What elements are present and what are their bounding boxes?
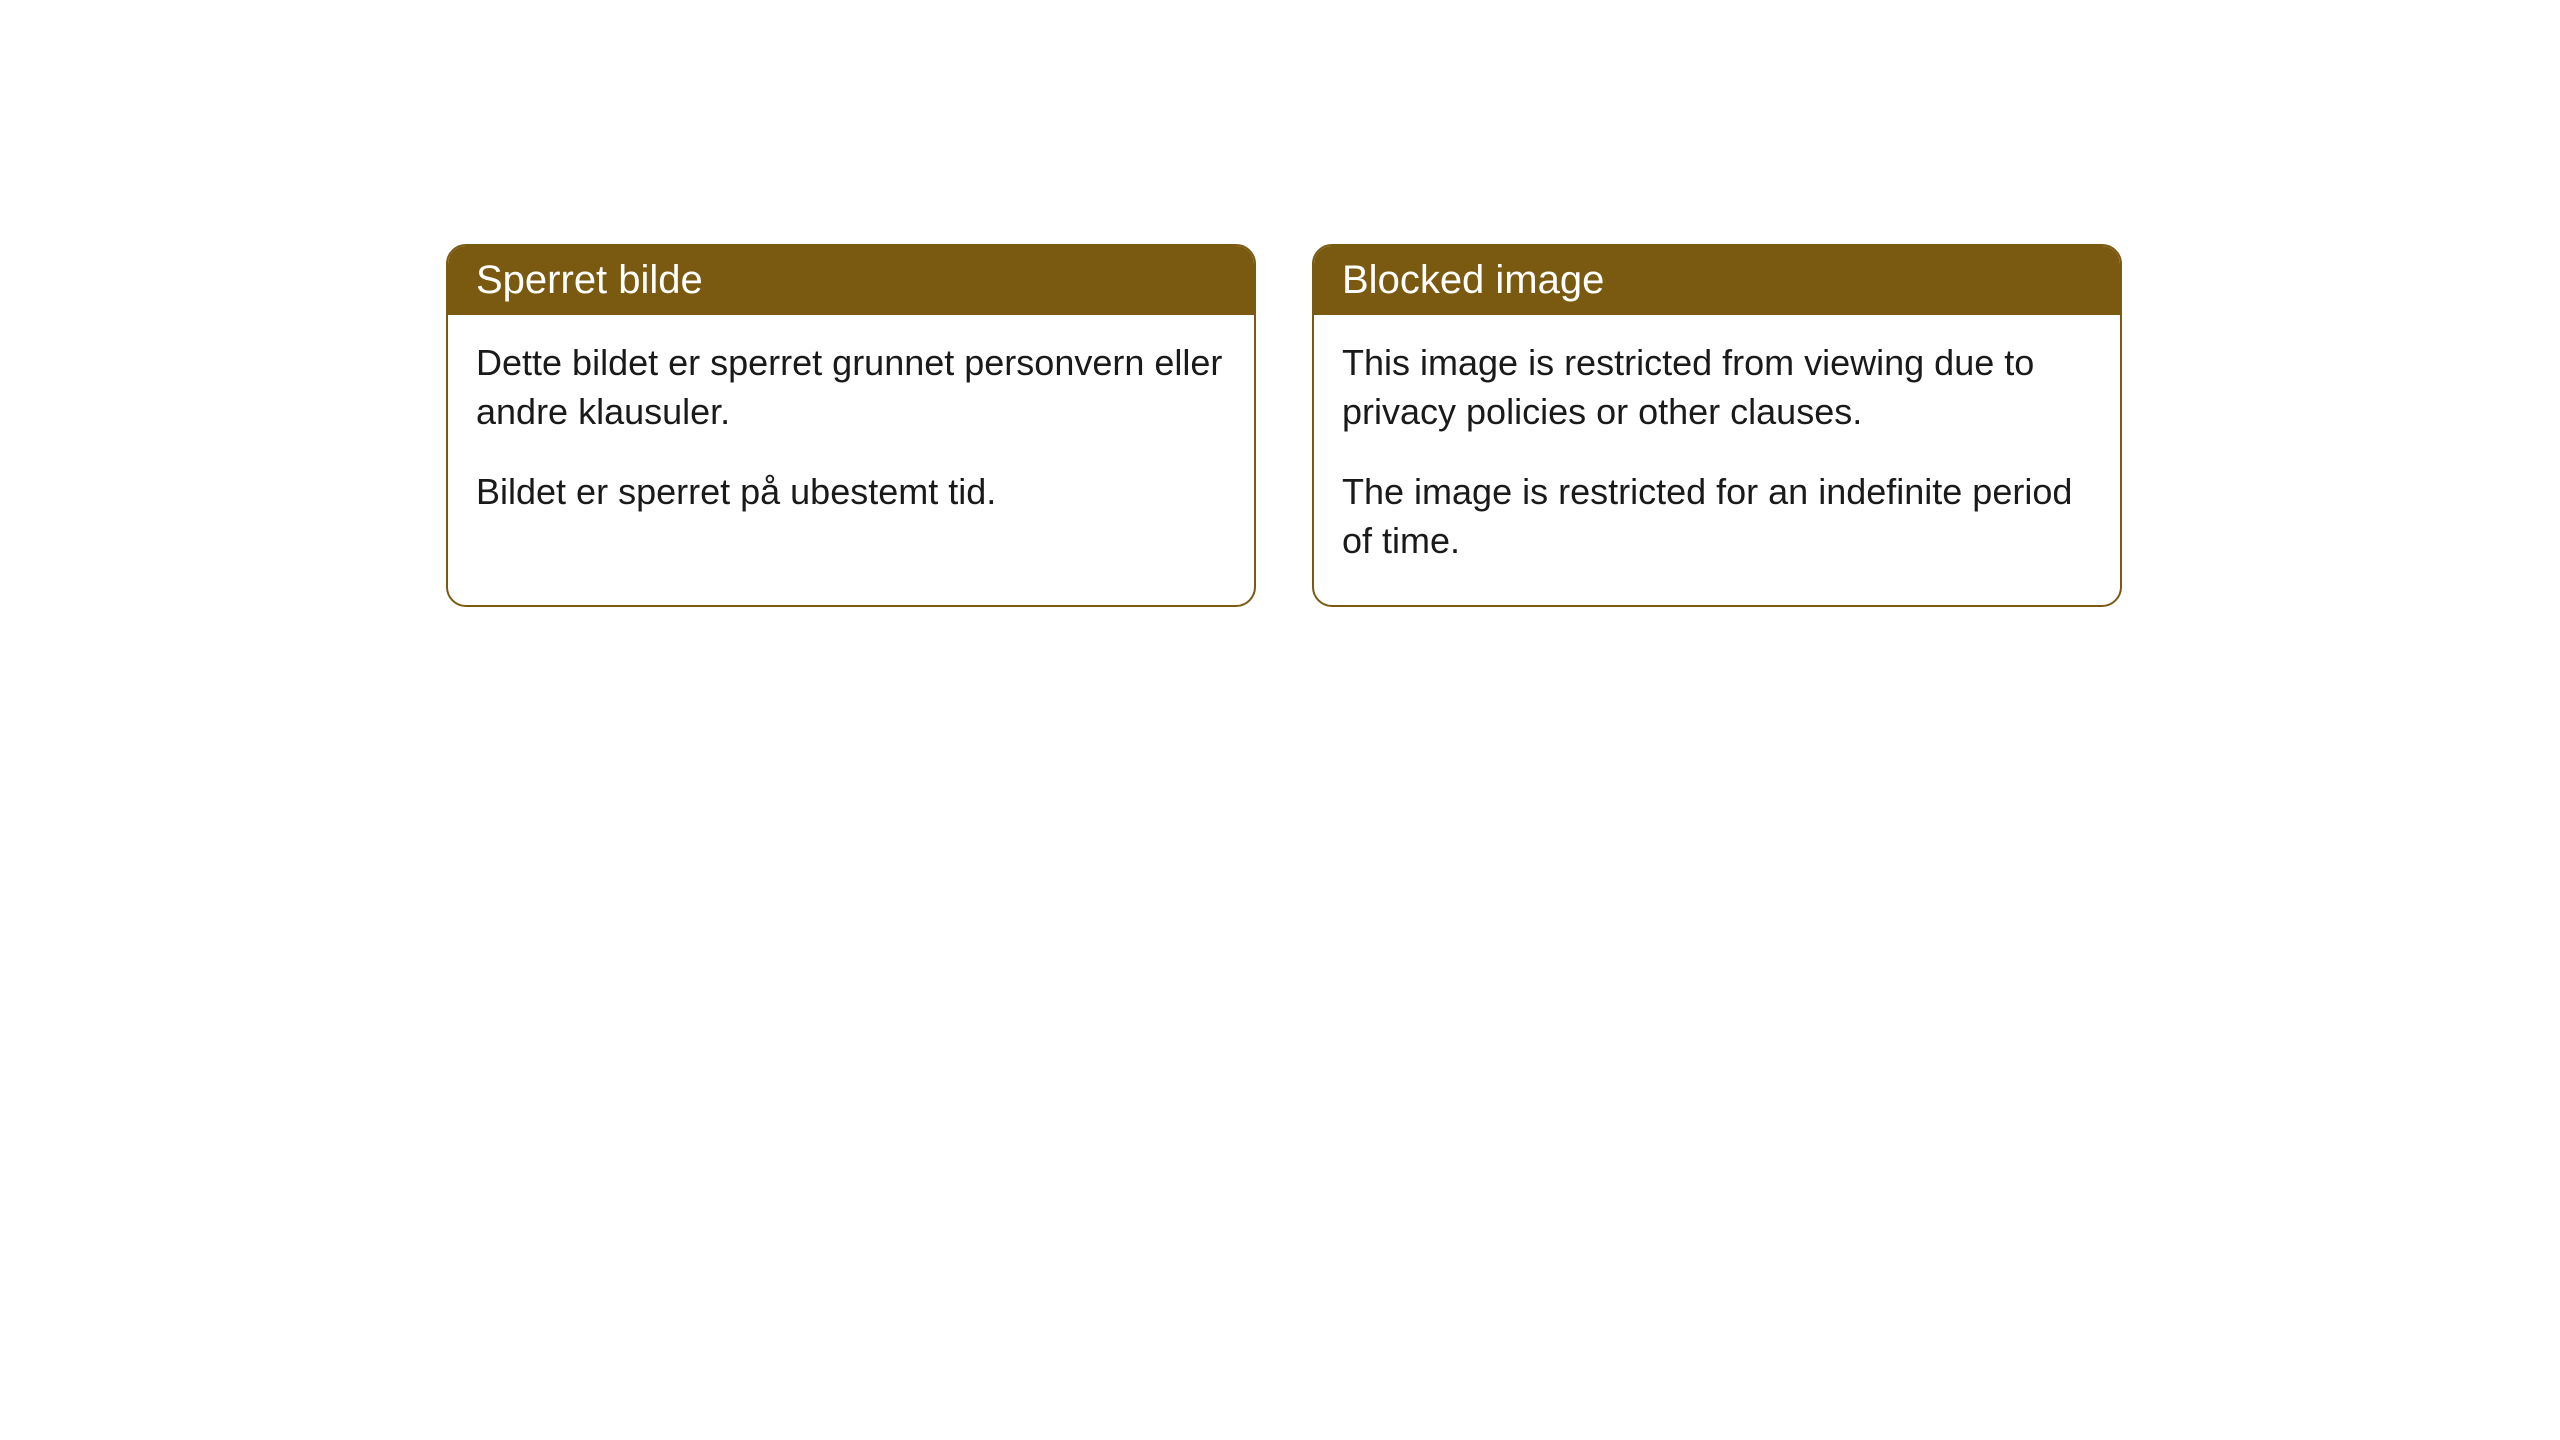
card-title: Sperret bilde <box>476 258 703 302</box>
card-paragraph: This image is restricted from viewing du… <box>1342 339 2092 436</box>
card-header: Sperret bilde <box>448 246 1254 315</box>
notice-card-norwegian: Sperret bilde Dette bildet er sperret gr… <box>446 244 1256 607</box>
card-paragraph: The image is restricted for an indefinit… <box>1342 468 2092 565</box>
card-title: Blocked image <box>1342 258 1604 302</box>
card-header: Blocked image <box>1314 246 2120 315</box>
card-paragraph: Bildet er sperret på ubestemt tid. <box>476 468 1226 517</box>
notice-container: Sperret bilde Dette bildet er sperret gr… <box>0 0 2560 607</box>
card-body: Dette bildet er sperret grunnet personve… <box>448 315 1254 557</box>
notice-card-english: Blocked image This image is restricted f… <box>1312 244 2122 607</box>
card-body: This image is restricted from viewing du… <box>1314 315 2120 605</box>
card-paragraph: Dette bildet er sperret grunnet personve… <box>476 339 1226 436</box>
